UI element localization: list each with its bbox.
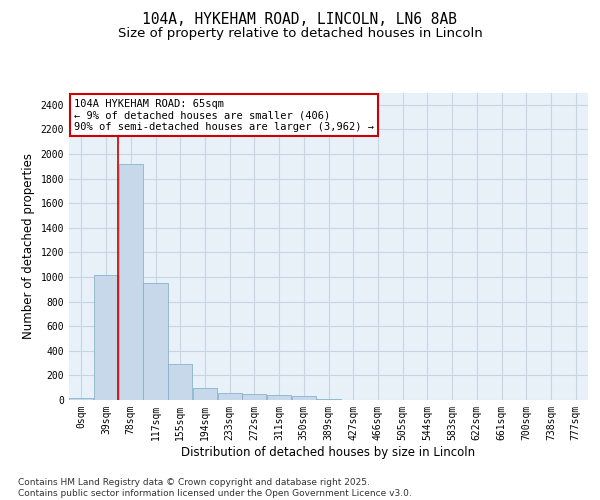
Bar bbox=[94, 274, 118, 400]
X-axis label: Distribution of detached houses by size in Lincoln: Distribution of detached houses by size … bbox=[181, 446, 476, 458]
Bar bbox=[143, 283, 167, 400]
Bar bbox=[193, 388, 217, 400]
Text: Contains HM Land Registry data © Crown copyright and database right 2025.
Contai: Contains HM Land Registry data © Crown c… bbox=[18, 478, 412, 498]
Bar bbox=[218, 392, 242, 400]
Text: Size of property relative to detached houses in Lincoln: Size of property relative to detached ho… bbox=[118, 28, 482, 40]
Text: 104A HYKEHAM ROAD: 65sqm
← 9% of detached houses are smaller (406)
90% of semi-d: 104A HYKEHAM ROAD: 65sqm ← 9% of detache… bbox=[74, 98, 374, 132]
Bar bbox=[69, 398, 94, 400]
Bar bbox=[242, 394, 266, 400]
Bar bbox=[119, 164, 143, 400]
Y-axis label: Number of detached properties: Number of detached properties bbox=[22, 153, 35, 339]
Bar bbox=[292, 396, 316, 400]
Bar bbox=[316, 399, 341, 400]
Bar bbox=[267, 395, 291, 400]
Text: 104A, HYKEHAM ROAD, LINCOLN, LN6 8AB: 104A, HYKEHAM ROAD, LINCOLN, LN6 8AB bbox=[143, 12, 458, 28]
Bar bbox=[168, 364, 193, 400]
